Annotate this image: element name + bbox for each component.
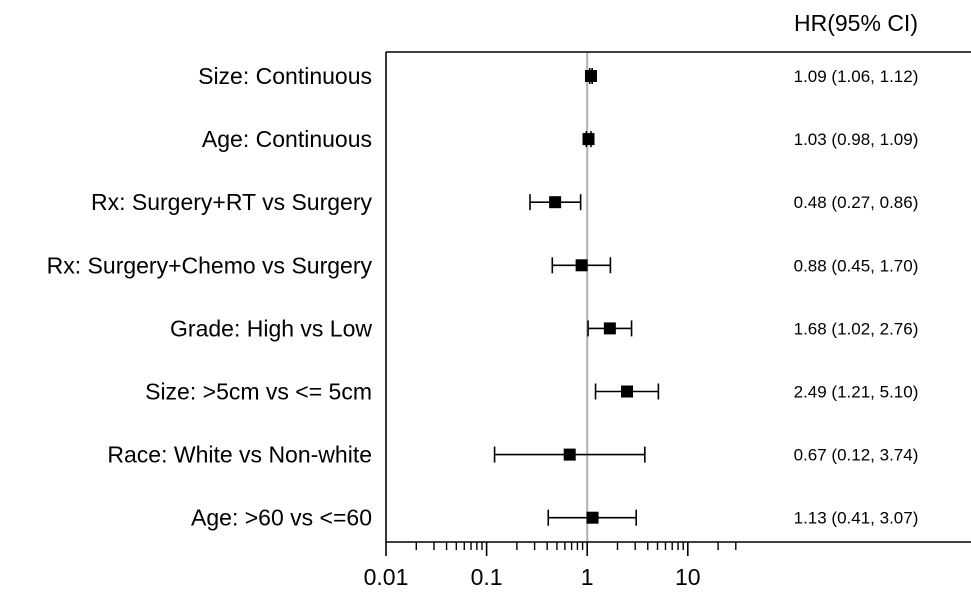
hr-point-marker [575, 259, 588, 272]
row-label: Rx: Surgery+RT vs Surgery [91, 189, 372, 215]
ci-value-text: 0.67 (0.12, 3.74) [794, 446, 919, 465]
row-label: Age: >60 vs <=60 [191, 505, 372, 531]
ci-value-text: 0.48 (0.27, 0.86) [794, 193, 919, 212]
row-label: Size: >5cm vs <= 5cm [145, 379, 372, 405]
ci-value-text: 1.03 (0.98, 1.09) [794, 130, 919, 149]
hr-point-marker [586, 511, 599, 524]
ci-value-text: 1.09 (1.06, 1.12) [794, 67, 919, 86]
hr-point-marker [582, 133, 595, 146]
hr-point-marker [603, 322, 616, 335]
ci-column-header: HR(95% CI) [794, 10, 918, 36]
row-label: Race: White vs Non-white [107, 442, 372, 468]
row-label: Rx: Surgery+Chemo vs Surgery [47, 252, 373, 278]
hr-point-marker [563, 448, 576, 461]
ci-value-text: 1.68 (1.02, 2.76) [794, 319, 919, 338]
ci-value-text: 0.88 (0.45, 1.70) [794, 256, 919, 275]
x-tick-label: 1 [581, 564, 594, 590]
row-label: Age: Continuous [202, 126, 372, 152]
hr-point-marker [584, 70, 597, 82]
plot-area: 0.01 0.1 1 10 Size: Continuous 1.09 (1.06, 1.… [47, 51, 971, 590]
row-label: Grade: High vs Low [170, 315, 372, 341]
x-tick-label: 0.1 [471, 564, 503, 590]
ci-value-text: 2.49 (1.21, 5.10) [794, 383, 919, 402]
ci-value-text: 1.13 (0.41, 3.07) [794, 509, 919, 528]
row-label: Size: Continuous [198, 63, 372, 89]
hr-point-marker [549, 196, 562, 209]
x-tick-label: 10 [675, 564, 701, 590]
hr-point-marker [621, 385, 634, 398]
x-tick-label: 0.01 [364, 564, 409, 590]
